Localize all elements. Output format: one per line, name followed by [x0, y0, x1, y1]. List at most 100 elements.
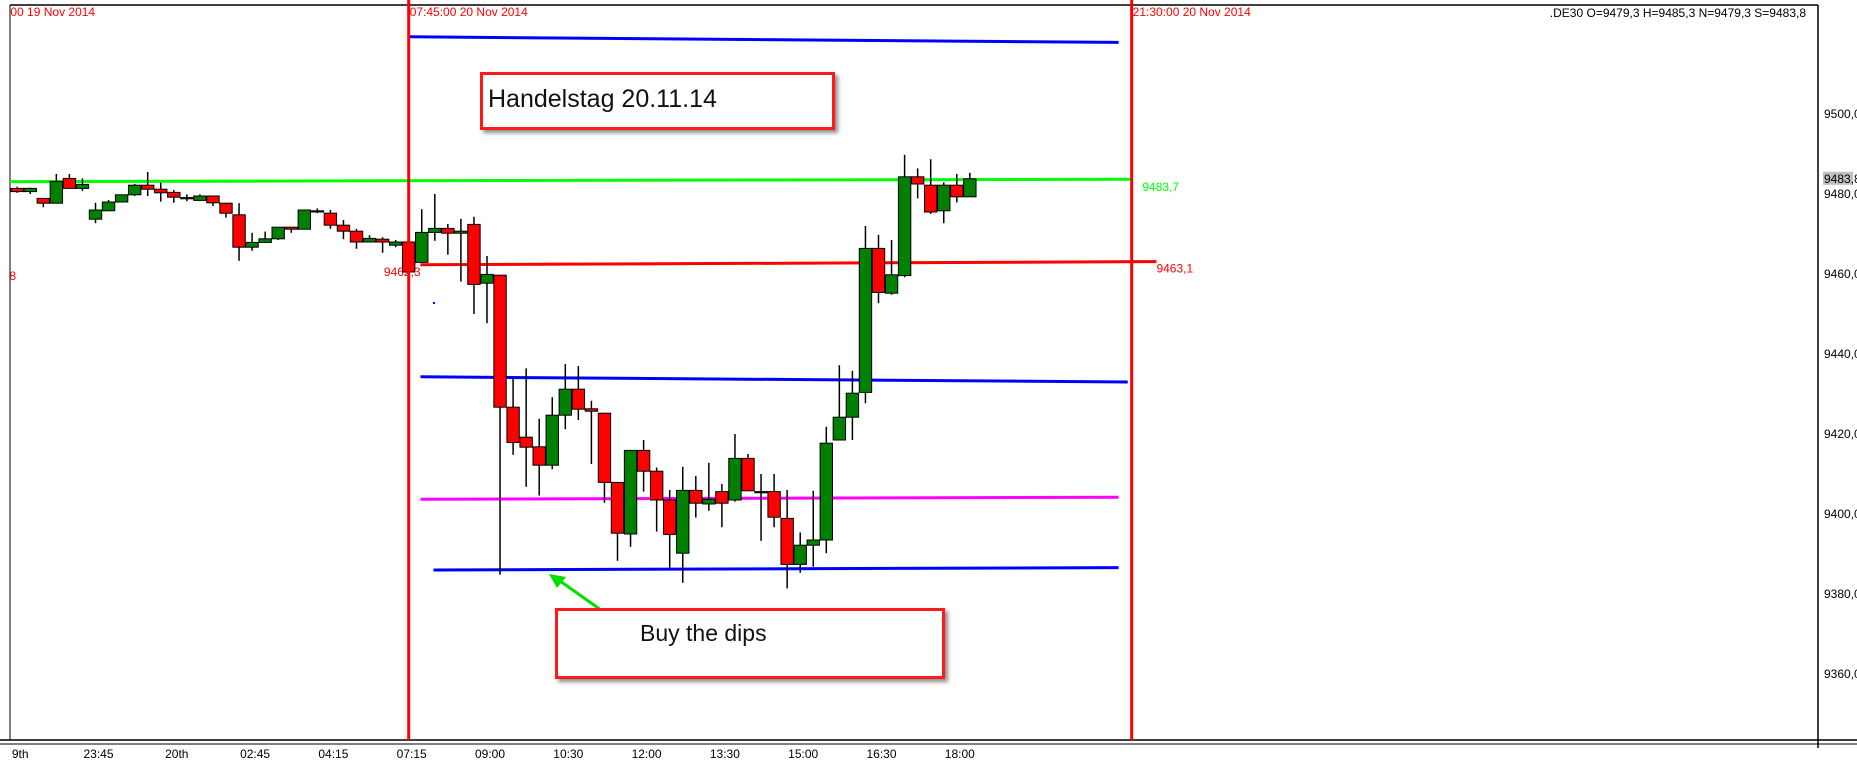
candle [349, 228, 364, 249]
candle-body [101, 201, 116, 212]
candle [649, 467, 664, 532]
candle [767, 474, 781, 528]
candle-body [297, 209, 312, 230]
candle [506, 378, 520, 455]
candle-body [193, 195, 207, 201]
candle [728, 434, 742, 502]
candle-body [88, 209, 103, 220]
candle-body [897, 176, 912, 277]
candle-body [832, 416, 847, 441]
candle [362, 235, 377, 243]
x-tick-label: 20th [165, 747, 188, 761]
candle [597, 412, 612, 503]
candle [532, 418, 546, 496]
candle-body [636, 449, 651, 472]
candle-body [871, 247, 886, 293]
candle [232, 203, 246, 261]
annotation-handelstag[interactable]: Handelstag 20.11.14 [480, 72, 835, 130]
candle-body [702, 498, 716, 505]
candle [167, 190, 181, 203]
candle-body [206, 195, 220, 204]
candle [715, 484, 729, 528]
candle-body [154, 188, 168, 194]
candle [858, 226, 873, 404]
horizontal-line-label: 9463,1 [1156, 262, 1193, 276]
y-tick-label: 9440,0 [1824, 347, 1857, 361]
candle-body [806, 539, 820, 546]
candle [297, 209, 312, 230]
candle [924, 159, 938, 214]
candle-body [741, 457, 755, 492]
y-tick-label: 9400,0 [1824, 507, 1857, 521]
candle [23, 187, 37, 194]
candle-body [180, 197, 194, 200]
y-tick-label: 9460,0 [1824, 267, 1857, 281]
candle [676, 466, 690, 583]
candle-body [963, 178, 977, 198]
candle [845, 370, 860, 440]
candle-body [258, 238, 272, 243]
candle [623, 449, 638, 547]
annotation-text: Handelstag 20.11.14 [488, 85, 717, 113]
candle [271, 226, 285, 240]
vertical-line-label: 07:45:00 20 Nov 2014 [410, 5, 528, 19]
candle-body [127, 184, 142, 196]
candle-body [884, 274, 899, 294]
candle-body [924, 184, 938, 213]
candle-body [532, 446, 546, 466]
x-tick-label: 13:30 [710, 747, 740, 761]
y-tick-label: 9360,0 [1824, 667, 1857, 681]
candle [415, 209, 429, 263]
candle [388, 240, 403, 248]
arrow-shaft [559, 579, 602, 612]
candle [610, 481, 625, 561]
arrow-head-icon [549, 574, 566, 588]
candle-body [454, 230, 468, 234]
candle-body [506, 406, 520, 443]
current-price-label: 9483,8 [1824, 172, 1857, 186]
candle-body [754, 491, 768, 494]
y-tick-label: 9380,0 [1824, 587, 1857, 601]
annotation-buy-the-dips[interactable]: Buy the dips [555, 608, 945, 679]
candle-body [545, 414, 559, 466]
candle [741, 454, 755, 492]
candle [206, 195, 220, 206]
candle [454, 218, 468, 282]
candle-body [780, 517, 794, 565]
candle-body [558, 388, 572, 416]
candle [884, 240, 899, 295]
candle [493, 274, 507, 575]
candle-body [232, 214, 246, 248]
candle [871, 234, 886, 304]
candle [819, 426, 833, 554]
candle [937, 182, 951, 224]
candle [88, 202, 103, 224]
candle-body [441, 227, 455, 234]
candle [114, 194, 129, 203]
candle [636, 440, 651, 492]
candle-body [49, 181, 64, 204]
candle [963, 172, 977, 198]
candle-body [519, 436, 533, 448]
candle [258, 231, 272, 243]
x-tick-label: 04:15 [318, 747, 348, 761]
x-tick-label: 09:00 [475, 747, 505, 761]
candle-body [715, 491, 729, 504]
horizontal-line-blue-top [409, 35, 1119, 44]
candle [467, 216, 481, 314]
candle-body [349, 230, 364, 243]
candle-body [219, 202, 233, 214]
candle-body [728, 457, 742, 501]
candle [154, 182, 168, 202]
candle-body [937, 184, 951, 212]
candle-body [428, 227, 442, 233]
vertical-line-label: 21:30:00 20 Nov 2014 [1133, 5, 1251, 19]
y-tick-label: 9420,0 [1824, 427, 1857, 441]
symbol-ohlc-header: .DE30 O=9479,3 H=9485,3 N=9479,3 S=9483,… [1550, 6, 1807, 20]
blue-dot-marker [433, 302, 435, 304]
x-tick-label: 12:00 [632, 747, 662, 761]
x-tick-label: 9th [12, 747, 29, 761]
candle [571, 366, 586, 420]
candle-body [323, 212, 338, 226]
candle-body [845, 392, 860, 418]
